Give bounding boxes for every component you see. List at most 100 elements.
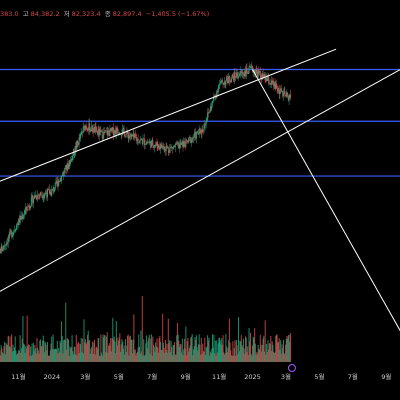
candle-body-90 [47,189,49,190]
volume-bar-411 [273,351,275,362]
volume-bar-178 [109,345,111,362]
volume-bar-276 [178,340,180,362]
candle-body-350 [230,81,232,83]
volume-bar-358 [235,340,237,362]
candle-body-66 [30,197,32,207]
candle-body-332 [217,88,219,93]
volume-bar-22 [0,355,1,362]
candle-body-94 [50,191,52,196]
candle-body-35 [9,232,11,238]
candle-body-65 [30,206,32,209]
candle-body-27 [3,245,5,247]
candle-body-40 [12,232,14,235]
volume-bar-275 [177,334,179,362]
volume-bar-93 [49,350,51,362]
volume-bar-117 [66,338,68,362]
volume-bar-251 [160,349,162,362]
volume-bar-415 [275,334,277,362]
candle-body-185 [114,129,116,134]
candle-body-26 [2,245,4,250]
volume-bar-42 [13,347,15,362]
candle-body-150 [89,129,91,132]
candle-body-170 [103,131,105,133]
volume-bar-360 [237,354,239,362]
volume-bar-99 [54,349,56,362]
high-value: 84,382.2 [30,10,60,18]
volume-bar-296 [192,355,194,362]
volume-bar-191 [118,337,120,362]
volume-bar-219 [138,334,140,362]
candle-body-276 [178,143,180,149]
volume-bar-81 [41,346,43,362]
volume-bar-61 [27,345,29,362]
volume-bar-337 [221,338,223,362]
volume-bar-295 [191,334,193,362]
candle-body-280 [181,142,183,145]
volume-bar-215 [135,355,137,362]
candle-body-339 [222,83,224,85]
volume-bar-231 [146,348,148,362]
volume-bar-367 [242,346,244,362]
volume-bar-352 [231,355,233,362]
volume-bar-65 [30,346,32,362]
candle-body-247 [157,144,159,149]
volume-bar-284 [183,338,185,362]
volume-bar-245 [156,338,158,362]
volume-bar-176 [108,345,110,362]
volume-bar-56 [23,344,25,362]
volume-bar-313 [204,337,206,362]
candle-body-255 [163,146,165,151]
candle-body-205 [128,135,130,139]
candle-body-391 [259,71,261,74]
candle-body-338 [221,79,223,84]
volume-bar-202 [126,345,128,362]
volume-bar-301 [195,335,197,362]
candle-body-221 [139,139,141,142]
candle-body-210 [131,135,133,137]
candle-body-22 [0,249,1,254]
candle-body-106 [58,181,60,182]
volume-bar-98 [53,349,55,362]
candle-body-175 [107,130,109,136]
volume-bar-390 [258,348,260,362]
volume-bar-329 [215,355,217,362]
volume-bar-376 [248,327,250,362]
x-tick-label-4: 7월 [147,372,157,381]
volume-bar-212 [133,314,135,362]
volume-bar-193 [120,351,122,362]
candle-body-362 [238,75,240,77]
volume-bar-386 [255,354,257,362]
candle-body-136 [80,133,82,139]
x-tick-label-11: 9월 [381,372,391,381]
volume-bar-69 [32,342,34,362]
candle-body-37 [10,231,12,232]
volume-bar-410 [272,344,274,362]
candle-body-84 [43,195,45,198]
candle-body-232 [147,142,149,144]
volume-bar-355 [233,348,235,362]
candle-body-80 [40,192,42,196]
volume-bar-224 [141,295,143,362]
close-label: 종 [104,10,111,18]
volume-bar-391 [259,349,261,362]
candle-body-121 [69,160,71,167]
candle-body-209 [131,133,133,136]
volume-bar-185 [114,341,116,362]
candle-body-200 [124,136,126,138]
volume-bar-315 [205,347,207,362]
candle-body-386 [255,70,257,73]
candle-body-366 [241,72,243,74]
candle-body-87 [45,192,47,194]
volume-bar-197 [122,348,124,362]
candle-body-420 [279,90,281,95]
volume-bar-48 [18,349,20,362]
candle-body-204 [127,133,129,139]
volume-bar-429 [285,338,287,362]
candle-body-219 [138,142,140,144]
volume-bar-173 [105,336,107,362]
candle-body-225 [142,138,144,144]
candle-body-154 [92,131,94,133]
volume-bar-293 [190,337,192,362]
volume-bar-334 [219,337,221,362]
